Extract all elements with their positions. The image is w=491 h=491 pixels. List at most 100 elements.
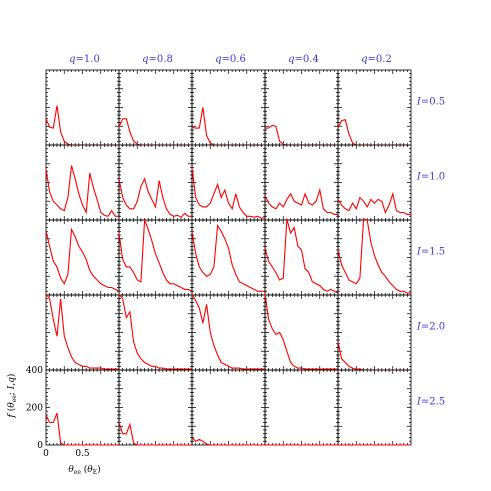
- panel-frame: [118, 294, 193, 371]
- panel-ticks: [192, 370, 265, 445]
- panel-r1-c3: [264, 144, 339, 221]
- panel-r4-c4: [337, 369, 412, 446]
- panel-r0-c1: [118, 69, 193, 146]
- panel-frame: [191, 369, 266, 446]
- column-labels: q=1.0 q=0.8 q=0.6 q=0.4 q=0.2: [69, 54, 392, 65]
- panel-r1-c2: [191, 144, 266, 221]
- row-label-0: I=0.5: [416, 97, 445, 108]
- panel-frame: [264, 219, 339, 296]
- panel-frame: [118, 369, 193, 446]
- row-label-2: I=1.5: [416, 247, 445, 258]
- panel-frame: [45, 369, 120, 446]
- panel-ticks: [265, 295, 338, 370]
- series-line-r0-c0: [45, 105, 119, 146]
- panel-ticks: [119, 370, 192, 445]
- panel-r2-c2: [191, 219, 266, 296]
- series-line-r3-c0: [45, 293, 119, 370]
- panel-r3-c4: [337, 294, 412, 371]
- panel-r4-c3: [264, 369, 339, 446]
- panel-ticks: [46, 370, 119, 445]
- panel-frame: [337, 369, 412, 446]
- panel-ticks: [338, 70, 411, 145]
- y-axis-label: f (θee; I,q): [6, 374, 18, 419]
- series-line-r1-c0: [45, 165, 119, 217]
- y-tick-label-2: 400: [26, 366, 43, 376]
- panel-ticks: [265, 70, 338, 145]
- series-line-r2-c0: [45, 227, 120, 292]
- y-tick-label-0: 0: [37, 441, 43, 451]
- series-line-r2-c1: [118, 219, 193, 292]
- series-line-r2-c2: [191, 223, 265, 292]
- series-line-r1-c1: [118, 177, 192, 218]
- panel-ticks: [46, 295, 119, 370]
- panel-frame: [264, 294, 339, 371]
- panel-r4-c0: [45, 369, 120, 446]
- panel-frame: [45, 144, 120, 221]
- panel-ticks: [265, 145, 338, 220]
- series-line-r1-c3: [264, 187, 338, 215]
- series-line-r2-c3: [264, 218, 339, 294]
- x-tick-label-0: 0: [43, 449, 49, 459]
- panel-frame: [191, 144, 266, 221]
- panel-r4-c1: [118, 369, 193, 446]
- series-line-r1-c2: [191, 167, 265, 219]
- panel-r3-c3: [264, 293, 339, 371]
- panel-r2-c0: [45, 219, 120, 296]
- panel-ticks: [46, 220, 119, 295]
- panel-ticks: [192, 145, 265, 220]
- series-line-r4-c1: [118, 422, 192, 446]
- panel-ticks: [192, 295, 265, 370]
- column-label-2: q=0.6: [215, 54, 246, 65]
- panel-frame: [264, 69, 339, 146]
- panel-ticks: [46, 70, 119, 145]
- panel-frame: [45, 219, 120, 296]
- panel-r1-c1: [118, 144, 193, 221]
- panel-ticks: [119, 220, 192, 295]
- panel-frame: [337, 294, 412, 371]
- row-label-1: I=1.0: [416, 172, 445, 183]
- series-line-r3-c3: [264, 293, 338, 370]
- series-line-r3-c4: [337, 341, 411, 371]
- column-label-4: q=0.2: [361, 54, 392, 65]
- panel-frame: [337, 144, 412, 221]
- panel-ticks: [338, 295, 411, 370]
- x-tick-label-1: 0.5: [75, 449, 90, 459]
- series-line-r4-c2: [191, 437, 265, 446]
- panel-r3-c0: [45, 293, 120, 371]
- panel-r3-c1: [118, 293, 193, 371]
- series-line-r2-c4: [337, 218, 411, 294]
- panel-frame: [337, 219, 412, 296]
- panel-ticks: [119, 145, 192, 220]
- series-line-r3-c1: [118, 293, 192, 370]
- series-line-r3-c2: [191, 293, 265, 370]
- panel-frame: [191, 219, 266, 296]
- panel-frame: [118, 69, 193, 146]
- panel-r1-c0: [45, 144, 120, 221]
- panel-r2-c4: [337, 218, 412, 296]
- panel-ticks: [119, 295, 192, 370]
- panel-ticks: [338, 370, 411, 445]
- series-line-r1-c4: [337, 191, 411, 215]
- panel-frame: [264, 369, 339, 446]
- panel-ticks: [192, 220, 265, 295]
- column-label-3: q=0.4: [288, 54, 319, 65]
- column-label-0: q=1.0: [69, 54, 100, 65]
- panel-ticks: [119, 70, 192, 145]
- panel-r2-c1: [118, 219, 193, 296]
- series-line-r4-c0: [45, 412, 119, 446]
- panel-ticks: [46, 145, 119, 220]
- panel-r0-c0: [45, 69, 120, 146]
- panel-ticks: [265, 220, 338, 295]
- panel-ticks: [338, 220, 411, 295]
- panel-frame: [191, 294, 266, 371]
- panel-r3-c2: [191, 293, 266, 371]
- x-axis-label: θee (θE): [68, 464, 100, 476]
- y-tick-label-1: 200: [26, 404, 43, 414]
- row-labels: I=0.5 I=1.0 I=1.5 I=2.0 I=2.5: [416, 97, 445, 408]
- panel-r1-c4: [337, 144, 412, 221]
- panel-r2-c3: [264, 218, 339, 296]
- series-line-r0-c2: [191, 107, 265, 146]
- panel-r0-c2: [191, 69, 266, 146]
- row-label-3: I=2.0: [416, 322, 445, 333]
